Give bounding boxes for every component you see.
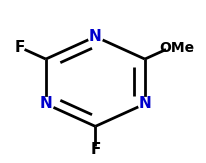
Text: N: N [138,96,151,111]
Text: OMe: OMe [159,41,194,55]
Text: N: N [89,29,101,44]
Text: F: F [90,142,100,157]
Text: F: F [14,40,25,55]
Text: N: N [39,96,52,111]
